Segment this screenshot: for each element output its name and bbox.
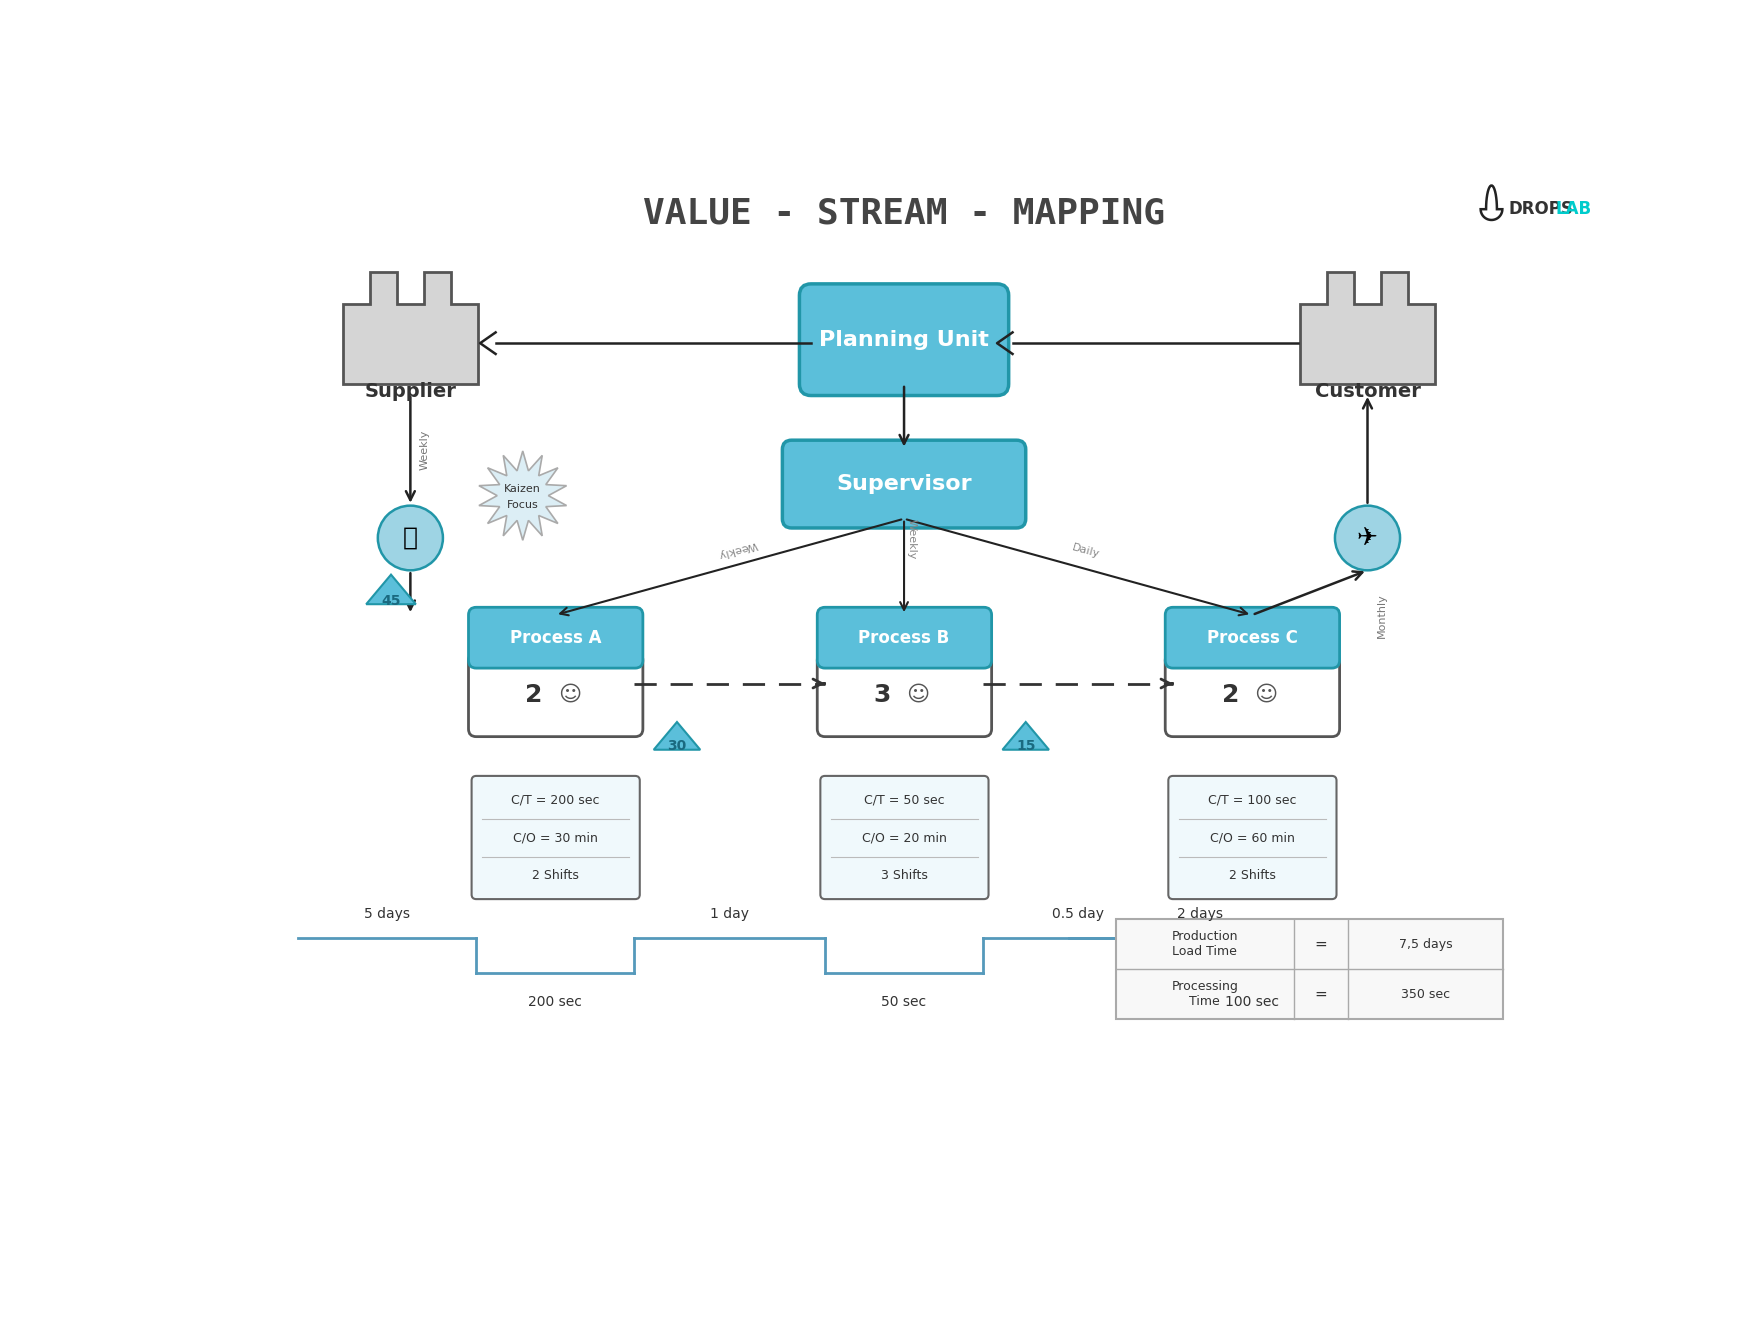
Text: Monthly: Monthly [1376, 593, 1387, 639]
Text: Supervisor: Supervisor [836, 474, 972, 494]
FancyBboxPatch shape [817, 652, 991, 736]
Text: LAB: LAB [1556, 201, 1591, 218]
FancyBboxPatch shape [471, 775, 640, 898]
Text: 0.5 day: 0.5 day [1051, 908, 1104, 921]
Text: 7,5 days: 7,5 days [1399, 937, 1452, 951]
Text: DROPS: DROPS [1508, 201, 1573, 218]
Text: Production
Load Time: Production Load Time [1171, 931, 1238, 959]
Text: Planning Unit: Planning Unit [818, 329, 990, 349]
Text: C/O = 60 min: C/O = 60 min [1210, 832, 1295, 844]
Text: 2 Shifts: 2 Shifts [533, 869, 579, 882]
Text: 200 sec: 200 sec [529, 995, 582, 1008]
Text: Weekly: Weekly [420, 430, 429, 470]
Text: ✈: ✈ [1357, 526, 1378, 550]
Text: Process B: Process B [859, 629, 949, 647]
Text: 3: 3 [873, 683, 891, 707]
Text: 1 day: 1 day [711, 908, 750, 921]
Text: Customer: Customer [1314, 382, 1420, 402]
Circle shape [377, 506, 443, 570]
Text: ☺: ☺ [1254, 684, 1277, 704]
Polygon shape [480, 451, 566, 541]
Text: ☺: ☺ [907, 684, 930, 704]
Polygon shape [1300, 272, 1436, 384]
Text: C/O = 20 min: C/O = 20 min [861, 832, 947, 844]
Text: 🚚: 🚚 [402, 526, 418, 550]
FancyBboxPatch shape [783, 441, 1025, 528]
Text: 45: 45 [381, 595, 400, 608]
Text: Kaizen: Kaizen [505, 485, 542, 494]
Text: =: = [1314, 937, 1327, 952]
Text: 2 Shifts: 2 Shifts [1228, 869, 1275, 882]
Text: Focus: Focus [506, 499, 538, 510]
Text: 5 days: 5 days [363, 908, 409, 921]
Text: 100 sec: 100 sec [1224, 995, 1279, 1008]
Text: C/O = 30 min: C/O = 30 min [513, 832, 598, 844]
Text: Supplier: Supplier [365, 382, 457, 402]
Text: VALUE - STREAM - MAPPING: VALUE - STREAM - MAPPING [644, 195, 1164, 230]
Text: C/T = 200 sec: C/T = 200 sec [512, 793, 600, 806]
Text: 350 sec: 350 sec [1401, 988, 1450, 1000]
Bar [1115, 919, 1503, 1019]
Text: Weekly: Weekly [907, 518, 917, 560]
Text: 30: 30 [667, 739, 686, 753]
Text: C/T = 50 sec: C/T = 50 sec [864, 793, 944, 806]
Text: Processing
Time: Processing Time [1171, 980, 1238, 1008]
FancyBboxPatch shape [469, 608, 642, 668]
FancyBboxPatch shape [1166, 608, 1339, 668]
Polygon shape [342, 272, 478, 384]
FancyBboxPatch shape [817, 608, 991, 668]
Text: 15: 15 [1016, 739, 1035, 753]
Polygon shape [654, 722, 700, 750]
Text: 2: 2 [1222, 683, 1238, 707]
Text: 3 Shifts: 3 Shifts [880, 869, 928, 882]
Text: =: = [1314, 987, 1327, 1002]
Text: Process A: Process A [510, 629, 602, 647]
Text: Weekly: Weekly [716, 538, 759, 560]
Text: ☺: ☺ [557, 684, 580, 704]
FancyBboxPatch shape [820, 775, 988, 898]
FancyBboxPatch shape [469, 652, 642, 736]
FancyBboxPatch shape [799, 284, 1009, 395]
Text: C/T = 100 sec: C/T = 100 sec [1208, 793, 1297, 806]
Polygon shape [1002, 722, 1050, 750]
Text: 2 days: 2 days [1177, 908, 1222, 921]
Polygon shape [367, 574, 416, 604]
Text: Daily: Daily [1071, 542, 1101, 560]
Text: Process C: Process C [1207, 629, 1298, 647]
FancyBboxPatch shape [1166, 652, 1339, 736]
Text: 2: 2 [526, 683, 542, 707]
FancyBboxPatch shape [1168, 775, 1337, 898]
Text: 50 sec: 50 sec [882, 995, 926, 1008]
Circle shape [1335, 506, 1401, 570]
